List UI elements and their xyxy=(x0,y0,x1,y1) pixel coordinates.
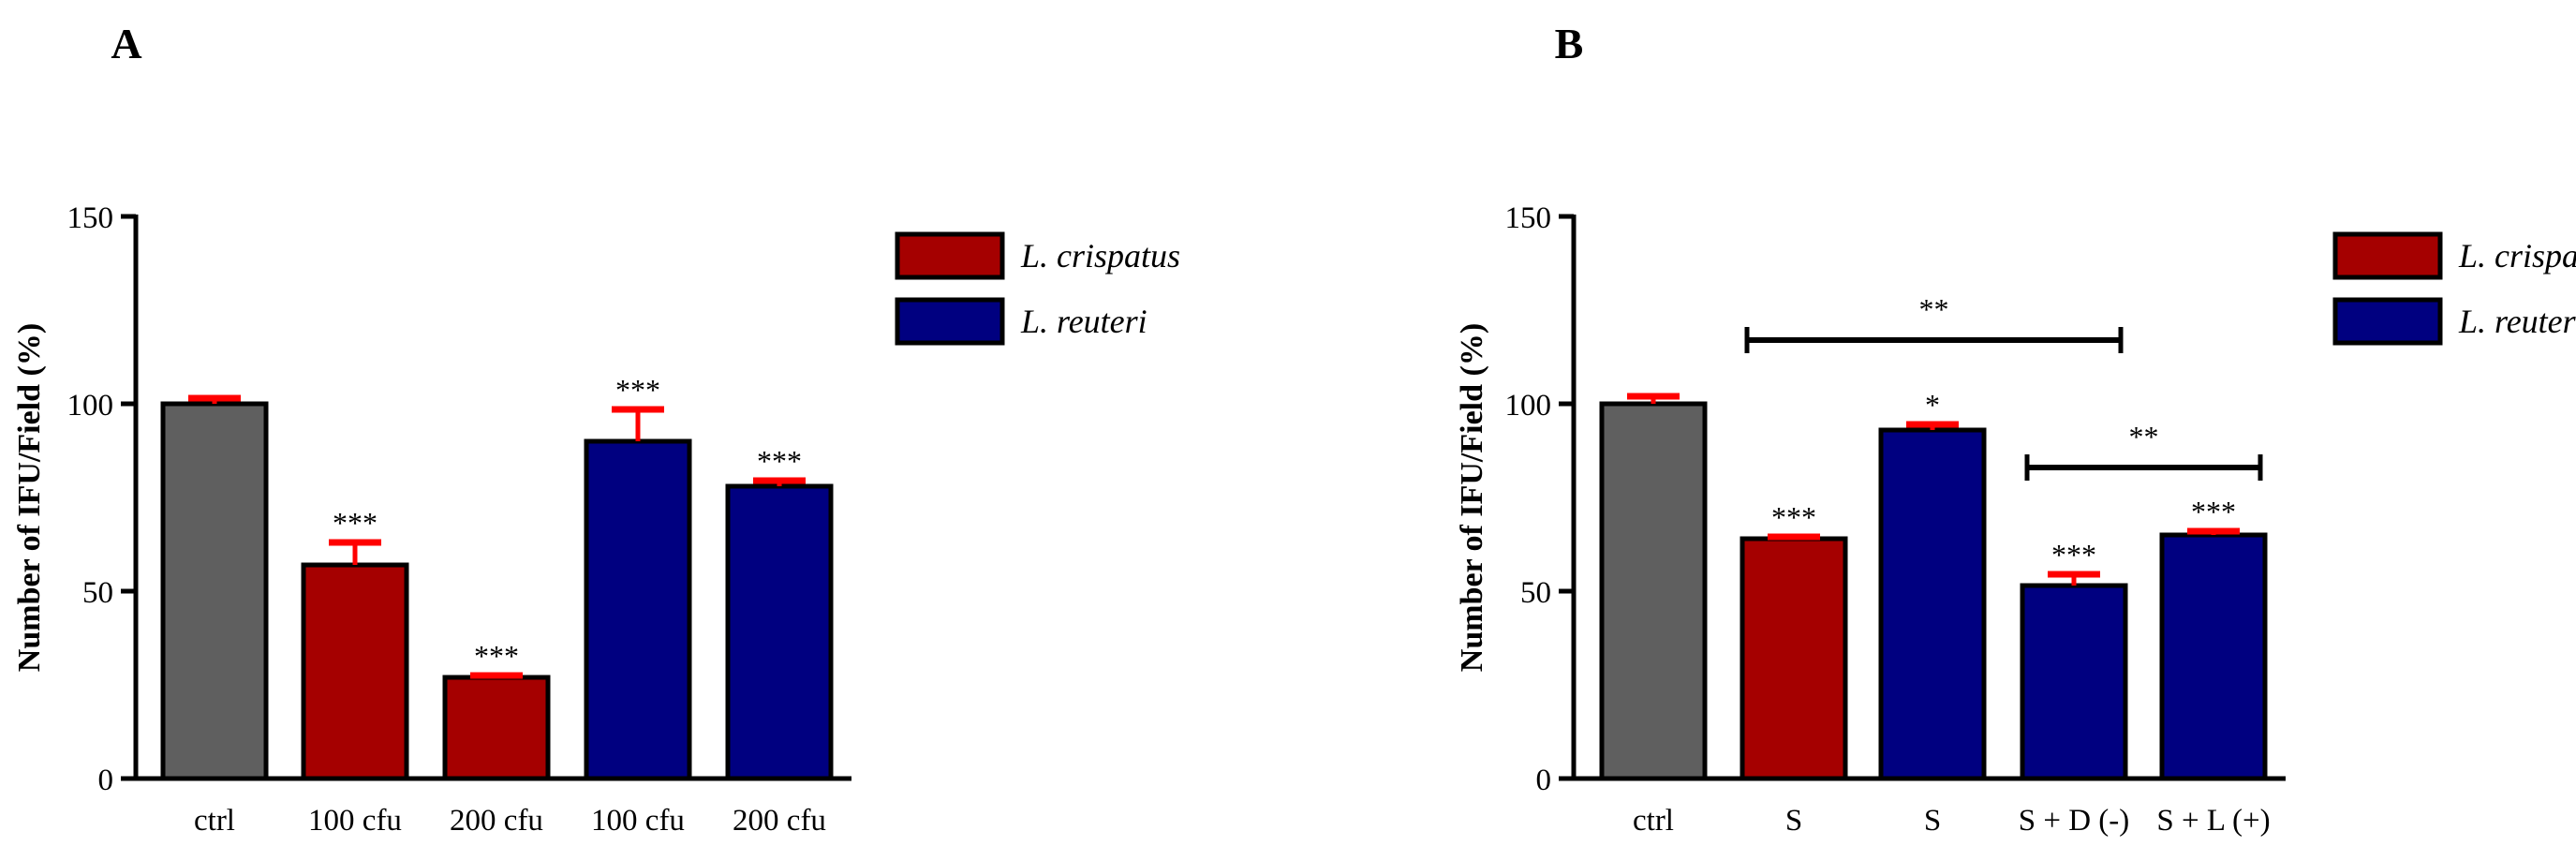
panel-label: A xyxy=(111,20,141,67)
x-tick-label: S xyxy=(1785,804,1802,838)
x-tick-label: 100 cfu xyxy=(591,804,685,838)
significance-mark: *** xyxy=(2051,538,2096,571)
legend-label: L. reuteri xyxy=(2458,303,2576,340)
x-tick-label: ctrl xyxy=(194,804,235,838)
legend-swatch xyxy=(895,231,1005,280)
panel-label: B xyxy=(1555,20,1584,67)
y-tick-label: 50 xyxy=(1520,576,1551,610)
y-tick-label: 150 xyxy=(1505,201,1552,235)
y-tick-label: 50 xyxy=(82,576,113,610)
bar xyxy=(442,675,551,781)
y-axis-title: Number of IFU/Field (%) xyxy=(1455,323,1489,672)
bar xyxy=(301,562,409,781)
legend-label: L. crispatus xyxy=(1020,237,1180,275)
bar xyxy=(2159,532,2268,781)
x-tick-label: 100 cfu xyxy=(308,804,402,838)
legend-swatch xyxy=(2332,297,2443,346)
x-tick-label: 200 cfu xyxy=(450,804,543,838)
legend-swatch xyxy=(2332,231,2443,280)
y-tick-label: 0 xyxy=(1536,764,1552,797)
significance-mark: *** xyxy=(474,639,519,673)
significance-mark: *** xyxy=(333,506,378,540)
x-tick-label: ctrl xyxy=(1633,804,1674,838)
bar xyxy=(1740,536,1848,781)
bracket-label: ** xyxy=(2129,420,2159,453)
bar xyxy=(1599,401,1708,781)
legend-label: L. reuteri xyxy=(1020,303,1147,340)
x-tick-label: 200 cfu xyxy=(733,804,826,838)
y-axis-title: Number of IFU/Field (%) xyxy=(12,323,47,672)
significance-mark: *** xyxy=(2191,495,2236,528)
legend-swatch xyxy=(895,297,1005,346)
x-tick-label: S + D (-) xyxy=(2019,804,2130,838)
bar xyxy=(725,483,834,781)
significance-mark: *** xyxy=(1771,500,1816,534)
bar xyxy=(584,438,692,781)
significance-mark: *** xyxy=(757,444,802,478)
significance-mark: *** xyxy=(615,373,660,407)
x-tick-label: S + L (+) xyxy=(2156,804,2270,838)
panel-a: A 0 50 100 150 Number of IFU/Field (%) ctrl 100… xyxy=(12,20,1180,838)
y-tick-label: 100 xyxy=(67,389,114,423)
bar xyxy=(1878,427,1987,781)
y-tick-label: 150 xyxy=(67,201,114,235)
y-tick-label: 0 xyxy=(98,764,114,797)
bar xyxy=(160,401,269,781)
bar xyxy=(2020,583,2128,781)
x-tick-label: S xyxy=(1924,804,1941,838)
legend-label: L. crispatus xyxy=(2458,237,2576,275)
y-tick-label: 100 xyxy=(1505,389,1552,423)
bracket-label: ** xyxy=(1919,292,1949,326)
significance-mark: * xyxy=(1925,388,1940,422)
